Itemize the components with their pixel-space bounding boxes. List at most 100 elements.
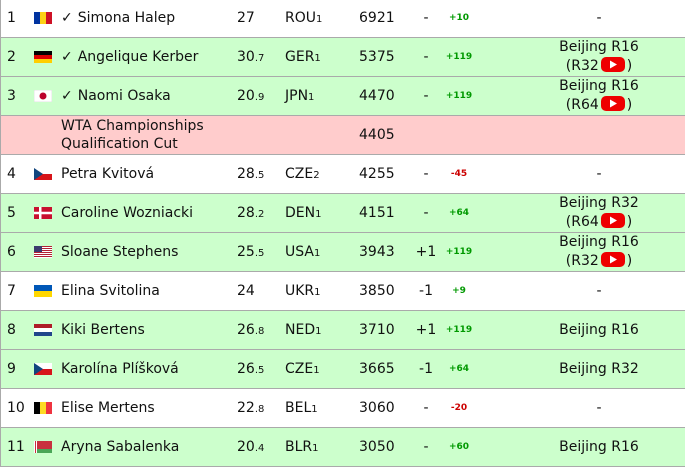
- country-code: CZE: [285, 361, 314, 377]
- country: UKR1: [285, 282, 321, 302]
- age: 27: [237, 9, 255, 27]
- country-rank: 1: [313, 365, 320, 376]
- points: 3050: [359, 439, 395, 455]
- rank-change: -: [423, 88, 429, 104]
- flag: [34, 51, 52, 63]
- next-round-close: ): [626, 253, 633, 269]
- table-row: 10 Elise Mertens 22.8 BEL1 3060 - -20 -: [0, 389, 685, 428]
- check: ✓: [61, 49, 73, 65]
- next-round: (R64): [521, 95, 677, 114]
- youtube-icon[interactable]: [600, 56, 626, 73]
- country: JPN1: [285, 87, 314, 107]
- country-code: CZE: [285, 166, 314, 182]
- player-name: Elina Svitolina: [61, 283, 160, 299]
- country-rank: 1: [308, 92, 315, 103]
- country-rank: 1: [316, 14, 323, 25]
- rank: 4: [7, 166, 16, 182]
- flag: [34, 90, 52, 102]
- rank: 1: [7, 10, 16, 26]
- player: Aryna Sabalenka: [61, 438, 179, 456]
- table-row: WTA Championships Qualification Cut 4405: [0, 116, 685, 155]
- tournament: -: [596, 10, 602, 26]
- age: 20.9: [237, 87, 264, 107]
- points-delta: -20: [450, 403, 468, 413]
- next-round-label: (R64: [565, 214, 599, 230]
- points-delta: +64: [448, 364, 470, 374]
- rank-change: -: [423, 439, 429, 455]
- country-code: ROU: [285, 10, 316, 26]
- next-round-close: ): [626, 97, 633, 113]
- youtube-icon[interactable]: [600, 251, 626, 268]
- age-int: 27: [237, 10, 255, 26]
- flag: [34, 402, 52, 414]
- country-code: NED: [285, 322, 316, 338]
- country-rank: 1: [315, 209, 322, 220]
- player-name: Naomi Osaka: [77, 88, 171, 104]
- age: 20.4: [237, 438, 264, 458]
- player-name: Karolína Plíšková: [61, 361, 179, 377]
- check: ✓: [61, 10, 73, 26]
- youtube-icon[interactable]: [600, 212, 626, 229]
- flag: [34, 324, 52, 336]
- check: ✓: [61, 88, 73, 104]
- age: 26.5: [237, 360, 264, 380]
- player-name: Simona Halep: [77, 10, 176, 26]
- country-rank: 1: [314, 53, 321, 64]
- flag: [34, 207, 52, 219]
- player-name: Kiki Bertens: [61, 322, 145, 338]
- age: 22.8: [237, 399, 264, 419]
- country: CZE1: [285, 360, 320, 380]
- rank-change: +1: [415, 244, 437, 260]
- points: 6921: [359, 10, 395, 26]
- age-decimal: .8: [254, 404, 265, 415]
- age-int: 22: [237, 400, 255, 416]
- age-int: 20: [237, 88, 255, 104]
- age: 24: [237, 282, 255, 300]
- table-row: 2 ✓ Angelique Kerber 30.7 GER1 5375 - +119 Beiji…: [0, 38, 685, 77]
- next-round: (R32): [521, 56, 677, 75]
- points: 4255: [359, 166, 395, 182]
- points: 3850: [359, 283, 395, 299]
- rank-change: -: [423, 166, 429, 182]
- age-int: 28: [237, 166, 255, 182]
- points: 4405: [359, 127, 395, 143]
- next-round-close: ): [626, 214, 633, 230]
- country-rank: 1: [313, 248, 321, 259]
- age: 25.5: [237, 243, 264, 263]
- country-code: USA: [285, 244, 314, 260]
- player: ✓ Angelique Kerber: [61, 48, 198, 66]
- player: Elise Mertens: [61, 399, 155, 417]
- cut-label: WTA Championships Qualification Cut: [61, 118, 204, 152]
- player-name: Elise Mertens: [61, 400, 155, 416]
- points-delta: +64: [448, 208, 470, 218]
- tournament: Beijing R32: [559, 361, 639, 377]
- rank: 10: [7, 400, 25, 416]
- tournament: Beijing R16: [559, 439, 639, 455]
- points-delta: +119: [445, 247, 473, 257]
- points: 5375: [359, 49, 395, 65]
- next-round: (R32): [521, 251, 677, 270]
- points-delta: -45: [450, 169, 468, 179]
- table-row: 6 Sloane Stephens 25.5 USA1 3943 +1 +119 Beijin…: [0, 233, 685, 272]
- rank: 6: [7, 244, 16, 260]
- rank: 9: [7, 361, 16, 377]
- next-round-label: (R32: [565, 253, 599, 269]
- age-decimal: .7: [254, 53, 265, 64]
- next-round-label: (R64: [565, 97, 599, 113]
- points-delta: +9: [452, 286, 466, 296]
- age-decimal: .5: [254, 170, 265, 181]
- tournament: -: [596, 283, 602, 299]
- youtube-icon[interactable]: [600, 95, 626, 112]
- table-row: 3 ✓ Naomi Osaka 20.9 JPN1 4470 - +119 Beijing R1…: [0, 77, 685, 116]
- player: Sloane Stephens: [61, 243, 178, 261]
- next-round: (R64): [521, 212, 677, 231]
- country-rank: 1: [315, 326, 322, 337]
- country-code: JPN: [285, 88, 309, 104]
- points-delta: +119: [445, 91, 473, 101]
- age: 28.2: [237, 204, 264, 224]
- age: 26.8: [237, 321, 264, 341]
- rank: 5: [7, 205, 16, 221]
- age-decimal: .9: [254, 92, 265, 103]
- rank: 2: [7, 49, 16, 65]
